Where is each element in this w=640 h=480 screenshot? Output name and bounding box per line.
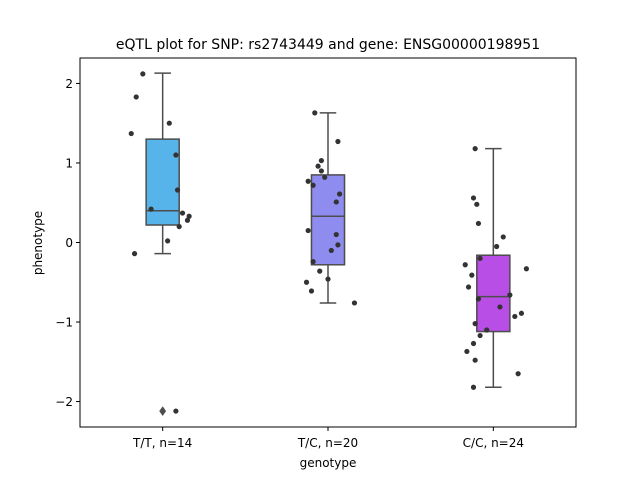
data-point [470, 340, 477, 347]
data-point [465, 284, 472, 290]
data-point [174, 187, 181, 193]
data-point [325, 276, 331, 282]
data-point [322, 174, 328, 180]
data-point [335, 138, 341, 145]
data-point [333, 231, 339, 238]
data-point [464, 348, 470, 355]
data-point [186, 213, 192, 219]
data-point [305, 178, 311, 184]
y-tick-label: −1 [55, 316, 73, 330]
data-point [518, 310, 525, 316]
y-tick-label: 1 [65, 156, 73, 170]
data-point [484, 327, 490, 333]
data-point [512, 313, 518, 320]
axes: −2 −1 0 1 2 T/T, n=14 T/C, n=20 C/C, n=24 [55, 77, 524, 450]
box-group [310, 112, 346, 304]
plot-area [128, 71, 530, 417]
chart-title: eQTL plot for SNP: rs2743449 and gene: E… [116, 37, 540, 53]
data-point [312, 110, 318, 116]
data-point [176, 223, 182, 230]
box-iqr [145, 138, 180, 226]
x-tick-label: T/T, n=14 [132, 436, 192, 450]
data-point [133, 94, 139, 100]
data-point [140, 71, 146, 77]
data-point [472, 357, 478, 363]
data-point [470, 195, 477, 201]
data-point [523, 266, 530, 272]
y-tick-label: 0 [65, 236, 73, 250]
data-point [165, 238, 171, 244]
data-point [474, 201, 480, 207]
data-point [462, 262, 468, 268]
data-point [351, 300, 358, 306]
data-point [173, 408, 179, 414]
data-point [128, 130, 134, 137]
data-point [148, 206, 154, 212]
outlier-marker [159, 406, 167, 417]
data-point [507, 292, 513, 298]
y-tick-label: 2 [65, 77, 73, 91]
data-point [318, 157, 324, 164]
data-point [317, 268, 323, 274]
data-point [500, 234, 506, 240]
data-point [497, 304, 503, 310]
data-point [310, 182, 316, 188]
data-point [315, 163, 321, 169]
data-point [328, 247, 334, 254]
data-point [494, 243, 500, 250]
data-point [184, 217, 191, 223]
data-point [475, 220, 482, 227]
data-point [469, 272, 475, 278]
data-point [475, 296, 482, 302]
data-point [336, 191, 343, 197]
x-tick-label: T/C, n=20 [297, 436, 358, 450]
data-point [303, 279, 310, 285]
x-tick-label: C/C, n=24 [463, 436, 524, 450]
data-point [477, 255, 483, 262]
data-point [472, 146, 478, 152]
box-iqr [476, 254, 511, 333]
box-group [476, 147, 511, 388]
data-point [318, 168, 324, 174]
box-group [145, 72, 180, 417]
data-point [131, 251, 138, 257]
data-point [166, 120, 172, 126]
data-point [333, 199, 339, 205]
data-point [470, 384, 477, 390]
y-tick-label: −2 [55, 395, 73, 409]
x-axis-label: genotype [300, 456, 357, 470]
data-point [173, 152, 179, 158]
box-iqr [310, 174, 346, 266]
data-point [477, 332, 483, 339]
data-point [310, 258, 316, 265]
data-point [335, 242, 341, 248]
data-point [515, 371, 521, 377]
y-axis-label: phenotype [31, 211, 45, 275]
data-point [308, 288, 315, 294]
data-point [179, 210, 186, 216]
data-point [472, 321, 478, 327]
data-point [305, 227, 311, 234]
